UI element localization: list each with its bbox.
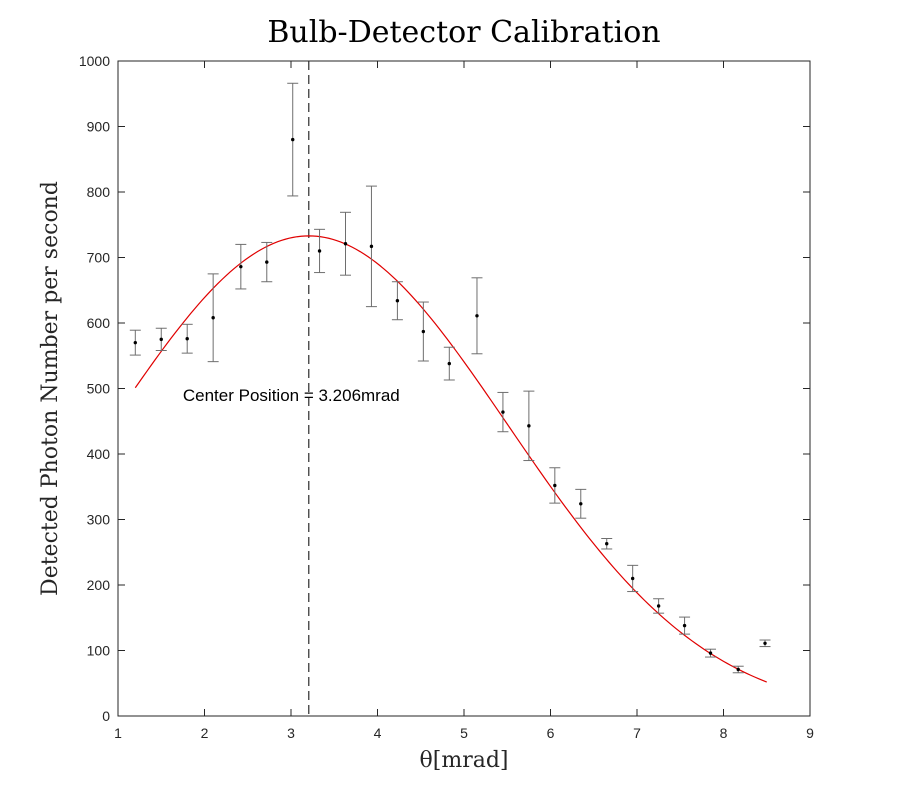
data-point [239,264,243,269]
plot-area [129,61,771,716]
data-point [343,242,348,246]
x-tick-label: 9 [806,725,814,741]
x-tick-label: 7 [633,725,641,741]
x-tick-label: 5 [460,725,468,741]
x-tick-label: 4 [374,725,382,741]
y-tick-label: 100 [87,643,111,659]
data-point [185,337,189,341]
data-point [291,137,295,142]
chart-title: Bulb-Detector Calibration [267,15,660,50]
y-tick-label: 400 [87,446,111,462]
data-point [395,299,400,303]
data-point [501,410,505,414]
data-point [553,483,557,488]
data-point [447,361,451,366]
gaussian-fit-line [134,235,767,683]
data-point [656,604,661,608]
y-tick-label: 600 [87,315,111,331]
y-tick-label: 900 [87,119,111,135]
data-point [159,337,163,342]
x-tick-label: 8 [720,725,728,741]
data-point [682,623,687,628]
data-point [763,641,767,645]
data-point [605,542,609,546]
y-tick-label: 200 [87,577,111,593]
y-tick-label: 700 [87,250,111,266]
data-point [736,667,740,672]
y-axis-label: Detected Photon Number per second [38,181,63,596]
x-tick-label: 1 [114,725,122,741]
data-point [579,502,583,506]
data-point [369,244,374,249]
y-tick-label: 500 [87,381,111,397]
data-point [630,576,635,581]
data-point [527,424,531,428]
data-point [708,651,713,655]
data-point [317,249,322,253]
x-axis-label: θ[mrad] [420,748,509,773]
data-point [421,329,426,334]
axes: 1 2 3 4 5 6 7 8 9 0 100 200 300 400 500 600 700 800 900 100… [79,53,814,741]
data-point [211,316,215,320]
center-position-annotation: Center Position = 3.206mrad [183,386,400,405]
y-tick-label: 1000 [79,53,110,69]
y-tick-label: 0 [102,708,110,724]
x-tick-label: 2 [201,725,209,741]
data-point [265,260,269,264]
data-point [133,340,137,345]
y-tick-label: 800 [87,184,111,200]
x-tick-label: 6 [547,725,555,741]
data-point [475,314,479,318]
x-tick-label: 3 [287,725,295,741]
y-tick-label: 300 [87,512,111,528]
